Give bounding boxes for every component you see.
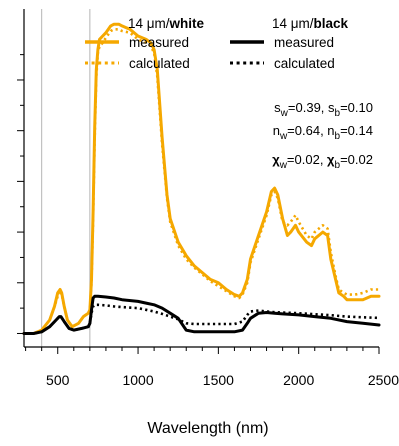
x-axis-title: Wavelength (nm)	[147, 420, 268, 437]
x-axis-ticks: 500 1000 1500 2000 2500	[25, 347, 399, 388]
legend-label: measured	[129, 35, 189, 50]
series-line-2	[22, 294, 381, 335]
legend-title-white: 14 μm/white	[128, 16, 205, 31]
legend-label: calculated	[274, 56, 335, 71]
x-tick-label: 2000	[283, 372, 314, 388]
fit-parameter-annotation: χw=0.02, χb=0.02	[272, 152, 373, 171]
annotations: sw=0.39, sb=0.10 nw=0.64, nb=0.14 χw=0.02,…	[272, 100, 373, 171]
x-tick-label: 500	[46, 372, 70, 388]
fit-parameter-annotation: sw=0.39, sb=0.10	[274, 100, 373, 119]
legend: 14 μm/white measured calculated 14 μm/black…	[85, 16, 349, 71]
fit-parameter-annotation: nw=0.64, nb=0.14	[273, 123, 373, 142]
series-line-0	[22, 22, 381, 335]
series-layer	[22, 22, 381, 335]
series-line-3	[24, 303, 380, 335]
y-axis-ticks	[17, 54, 24, 334]
x-tick-label: 1000	[122, 372, 153, 388]
legend-title-black: 14 μm/black	[272, 16, 349, 31]
x-tick-label: 1500	[203, 372, 234, 388]
x-tick-label: 2500	[368, 372, 399, 388]
legend-label: calculated	[129, 56, 190, 71]
axes	[23, 9, 379, 348]
series-line-1	[24, 28, 379, 335]
legend-label: measured	[274, 35, 334, 50]
reference-lines	[41, 9, 91, 347]
